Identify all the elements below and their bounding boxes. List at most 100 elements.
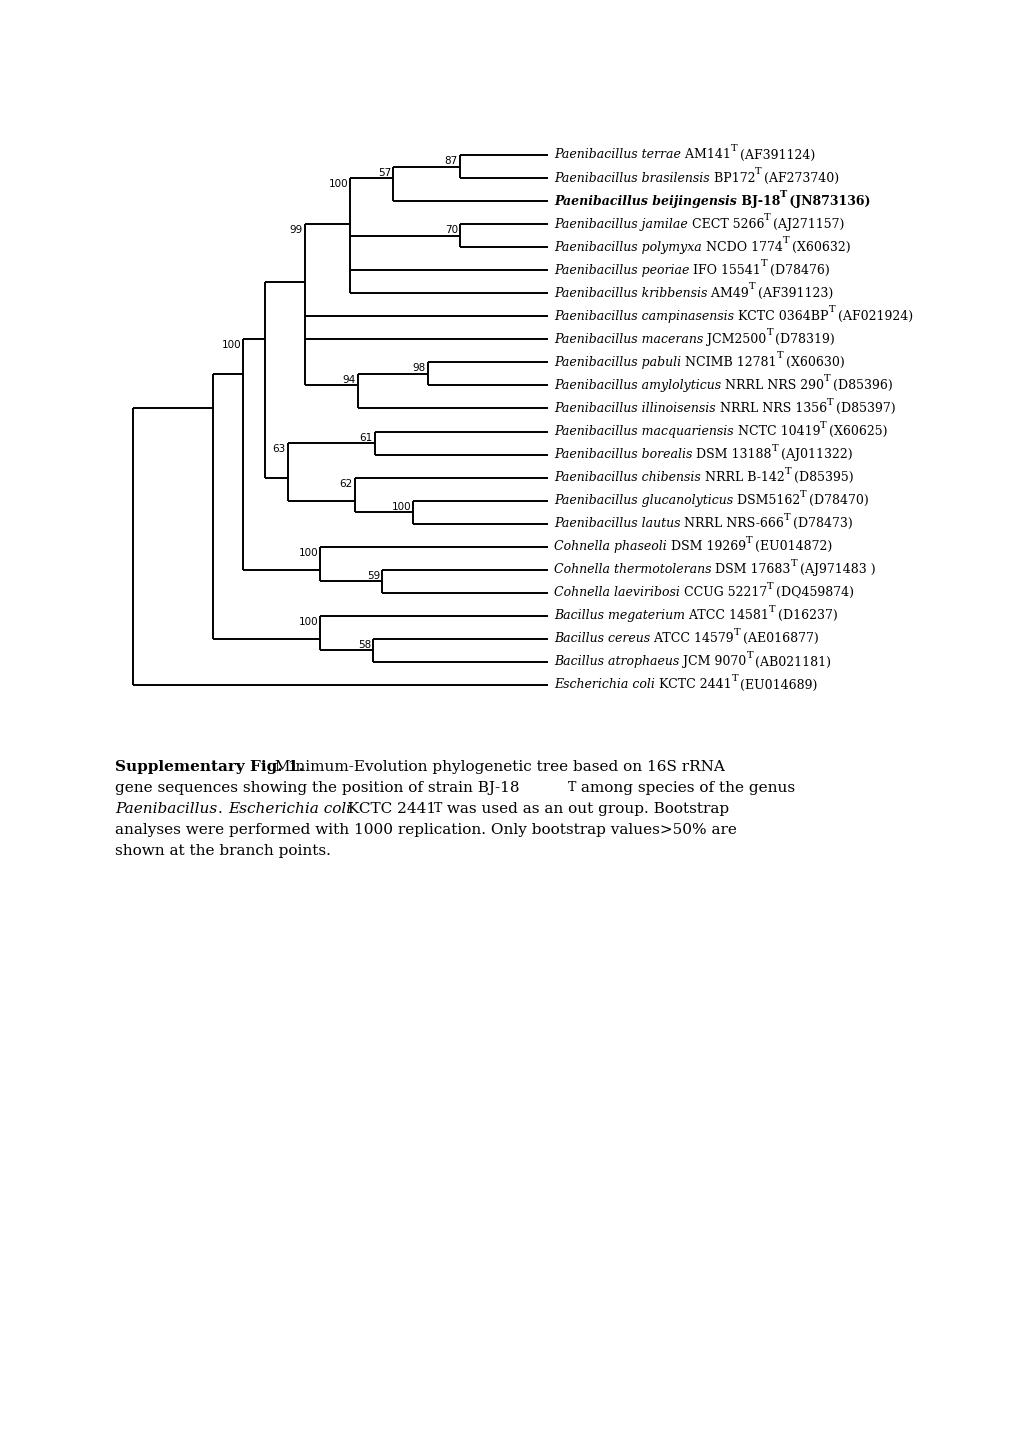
Text: T: T xyxy=(745,535,752,545)
Text: T: T xyxy=(782,237,789,245)
Text: 100: 100 xyxy=(328,179,347,189)
Text: T: T xyxy=(730,144,737,153)
Text: analyses were performed with 1000 replication. Only bootstrap values>50% are: analyses were performed with 1000 replic… xyxy=(115,823,736,837)
Text: ATCC 14581: ATCC 14581 xyxy=(685,609,768,622)
Text: Paenibacillus kribbensis: Paenibacillus kribbensis xyxy=(553,287,707,300)
Text: Paenibacillus beijingensis: Paenibacillus beijingensis xyxy=(553,195,736,208)
Text: (AF391124): (AF391124) xyxy=(735,149,814,162)
Text: (X60630): (X60630) xyxy=(781,356,844,369)
Text: JCM 9070: JCM 9070 xyxy=(679,655,746,668)
Text: Paenibacillus pabuli: Paenibacillus pabuli xyxy=(553,356,681,369)
Text: T: T xyxy=(823,375,829,384)
Text: Paenibacillus macerans: Paenibacillus macerans xyxy=(553,333,702,346)
Text: KCTC 2441: KCTC 2441 xyxy=(654,678,731,691)
Text: Paenibacillus amylolyticus: Paenibacillus amylolyticus xyxy=(553,380,720,392)
Text: 87: 87 xyxy=(444,156,458,166)
Text: Paenibacillus illinoisensis: Paenibacillus illinoisensis xyxy=(553,403,715,416)
Text: Paenibacillus chibensis: Paenibacillus chibensis xyxy=(553,470,700,483)
Text: Minimum-Evolution phylogenetic tree based on 16S rRNA: Minimum-Evolution phylogenetic tree base… xyxy=(270,760,725,773)
Text: T: T xyxy=(766,582,773,590)
Text: JCM2500: JCM2500 xyxy=(702,333,765,346)
Text: T: T xyxy=(780,190,787,199)
Text: Paenibacillus brasilensis: Paenibacillus brasilensis xyxy=(553,172,709,185)
Text: Paenibacillus lautus: Paenibacillus lautus xyxy=(553,517,680,530)
Text: T: T xyxy=(433,802,442,815)
Text: 61: 61 xyxy=(360,433,373,443)
Text: T: T xyxy=(765,329,772,338)
Text: T: T xyxy=(760,260,767,268)
Text: Escherichia coli: Escherichia coli xyxy=(228,802,351,815)
Text: Paenibacillus peoriae: Paenibacillus peoriae xyxy=(553,264,689,277)
Text: AM49: AM49 xyxy=(707,287,748,300)
Text: T: T xyxy=(763,214,770,222)
Text: was used as an out group. Bootstrap: was used as an out group. Bootstrap xyxy=(441,802,729,815)
Text: NCTC 10419: NCTC 10419 xyxy=(733,426,819,439)
Text: T: T xyxy=(568,781,576,794)
Text: 100: 100 xyxy=(391,502,411,512)
Text: IFO 15541: IFO 15541 xyxy=(689,264,760,277)
Text: T: T xyxy=(731,674,738,683)
Text: gene sequences showing the position of strain BJ-18: gene sequences showing the position of s… xyxy=(115,781,519,795)
Text: T: T xyxy=(754,167,761,176)
Text: DSM5162: DSM5162 xyxy=(733,494,800,506)
Text: (AF021924): (AF021924) xyxy=(833,310,912,323)
Text: NCDO 1774: NCDO 1774 xyxy=(701,241,782,254)
Text: (AJ011322): (AJ011322) xyxy=(776,449,852,462)
Text: (D78319): (D78319) xyxy=(770,333,835,346)
Text: NRRL B-142: NRRL B-142 xyxy=(700,470,784,483)
Text: (JN873136): (JN873136) xyxy=(785,195,870,208)
Text: T: T xyxy=(790,558,797,569)
Text: Bacillus atrophaeus: Bacillus atrophaeus xyxy=(553,655,679,668)
Text: Paenibacillus campinasensis: Paenibacillus campinasensis xyxy=(553,310,734,323)
Text: T: T xyxy=(800,489,806,499)
Text: T: T xyxy=(748,283,755,291)
Text: Cohnella laeviribosi: Cohnella laeviribosi xyxy=(553,586,680,599)
Text: T: T xyxy=(784,466,791,476)
Text: 100: 100 xyxy=(221,341,240,351)
Text: (D78476): (D78476) xyxy=(765,264,829,277)
Text: 63: 63 xyxy=(272,444,285,455)
Text: NRRL NRS-666: NRRL NRS-666 xyxy=(680,517,784,530)
Text: .: . xyxy=(218,802,227,815)
Text: DSM 17683: DSM 17683 xyxy=(711,563,790,576)
Text: (DQ459874): (DQ459874) xyxy=(771,586,853,599)
Text: Paenibacillus: Paenibacillus xyxy=(115,802,217,815)
Text: CCUG 52217: CCUG 52217 xyxy=(680,586,766,599)
Text: (AF273740): (AF273740) xyxy=(759,172,839,185)
Text: (AE016877): (AE016877) xyxy=(738,632,817,645)
Text: (D78473): (D78473) xyxy=(789,517,852,530)
Text: KCTC 2441: KCTC 2441 xyxy=(342,802,436,815)
Text: 100: 100 xyxy=(299,616,318,626)
Text: (AJ271157): (AJ271157) xyxy=(768,218,844,231)
Text: (AB021181): (AB021181) xyxy=(751,655,830,668)
Text: T: T xyxy=(771,443,777,453)
Text: T: T xyxy=(775,352,783,361)
Text: among species of the genus: among species of the genus xyxy=(576,781,795,795)
Text: T: T xyxy=(746,651,752,659)
Text: BJ-18: BJ-18 xyxy=(736,195,780,208)
Text: (EU014872): (EU014872) xyxy=(750,540,832,553)
Text: ATCC 14579: ATCC 14579 xyxy=(649,632,733,645)
Text: Bacillus megaterium: Bacillus megaterium xyxy=(553,609,685,622)
Text: Paenibacillus jamilae: Paenibacillus jamilae xyxy=(553,218,687,231)
Text: (X60632): (X60632) xyxy=(787,241,850,254)
Text: 58: 58 xyxy=(358,639,371,649)
Text: 100: 100 xyxy=(299,548,318,558)
Text: (D16237): (D16237) xyxy=(773,609,837,622)
Text: NRRL NRS 1356: NRRL NRS 1356 xyxy=(715,403,826,416)
Text: Cohnella thermotolerans: Cohnella thermotolerans xyxy=(553,563,711,576)
Text: NCIMB 12781: NCIMB 12781 xyxy=(681,356,775,369)
Text: KCTC 0364BP: KCTC 0364BP xyxy=(734,310,827,323)
Text: 99: 99 xyxy=(289,225,303,235)
Text: Paenibacillus polymyxa: Paenibacillus polymyxa xyxy=(553,241,701,254)
Text: T: T xyxy=(819,420,826,430)
Text: 98: 98 xyxy=(413,364,426,374)
Text: T: T xyxy=(827,306,835,315)
Text: T: T xyxy=(784,512,790,522)
Text: T: T xyxy=(768,605,774,613)
Text: 59: 59 xyxy=(367,571,380,580)
Text: Paenibacillus terrae: Paenibacillus terrae xyxy=(553,149,681,162)
Text: AM141: AM141 xyxy=(681,149,730,162)
Text: DSM 19269: DSM 19269 xyxy=(666,540,745,553)
Text: (D78470): (D78470) xyxy=(805,494,868,506)
